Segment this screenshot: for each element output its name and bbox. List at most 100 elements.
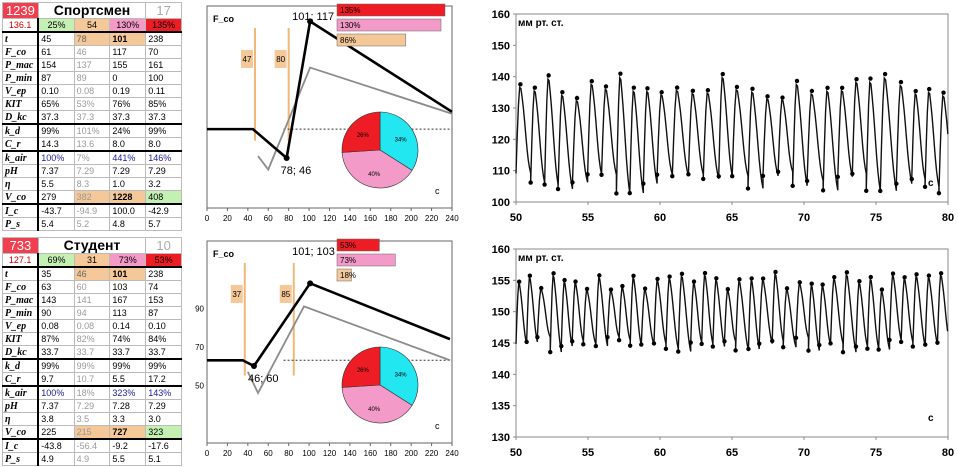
- diastolic-point: [853, 344, 859, 349]
- value-cell: 7.28: [109, 399, 147, 413]
- systolic-point: [603, 84, 609, 89]
- value-cell: 46: [73, 266, 111, 281]
- percent-bar-label: 53%: [340, 241, 356, 250]
- systolic-point: [725, 287, 731, 292]
- value-cell: 5.5: [37, 177, 75, 191]
- value-cell: 99%: [145, 123, 182, 138]
- x-tick-label: 100: [302, 214, 316, 223]
- y-tick-label: 160: [492, 244, 510, 256]
- systolic-point: [618, 71, 623, 76]
- diastolic-point: [775, 169, 781, 174]
- diastolic-point: [835, 174, 841, 180]
- systolic-point: [518, 82, 523, 87]
- percent-bar-label: 18%: [340, 271, 356, 280]
- diastolic-point: [745, 186, 751, 191]
- x-tick-label: 0: [205, 214, 210, 223]
- x-tick-label: 50: [510, 212, 522, 224]
- x-tick-label: 50: [510, 447, 522, 459]
- value-cell: 143: [37, 293, 75, 307]
- systolic-point: [562, 277, 567, 283]
- value-cell: 33.7: [109, 345, 147, 360]
- systolic-point: [890, 271, 896, 276]
- value-cell: 5.1: [145, 452, 182, 466]
- systolic-point: [714, 276, 719, 281]
- systolic-point: [773, 269, 778, 275]
- value-cell: 101%: [73, 123, 111, 138]
- x-tick-label: 70: [798, 212, 810, 224]
- value-cell: 238: [145, 266, 182, 281]
- systolic-point: [655, 276, 660, 282]
- value-cell: 727: [109, 425, 147, 440]
- low-label: 78; 46: [281, 165, 312, 177]
- x-axis-label: с: [928, 413, 934, 424]
- diastolic-point: [864, 188, 869, 194]
- diastolic-point: [760, 173, 766, 179]
- value-cell: 10.7: [73, 372, 111, 387]
- percent-bar-label: 130%: [340, 21, 360, 30]
- x-tick-label: 180: [384, 449, 398, 458]
- band-label: 80: [276, 55, 285, 64]
- diastolic-point: [676, 349, 681, 354]
- diastolic-point: [733, 348, 738, 353]
- value-cell: 5.5: [109, 372, 147, 387]
- summary-cell: 127.1: [2, 253, 40, 268]
- value-cell: 323: [145, 425, 182, 440]
- value-cell: 74: [145, 280, 182, 294]
- plot-area: [515, 248, 949, 438]
- diastolic-point: [746, 346, 751, 352]
- y-tick-label: 90: [195, 304, 204, 313]
- y-axis-label: F_co: [213, 14, 235, 24]
- value-cell: 100%: [37, 150, 75, 165]
- y-tick-label: 160: [492, 9, 510, 21]
- value-cell: -94.9: [73, 203, 111, 218]
- diastolic-point: [559, 343, 564, 349]
- systolic-point: [760, 276, 766, 281]
- diastolic-point: [654, 172, 660, 177]
- systolic-point: [551, 271, 556, 276]
- systolic-point: [674, 85, 680, 90]
- systolic-point: [913, 88, 918, 94]
- value-cell: 65%: [37, 97, 75, 111]
- value-cell: -56.4: [73, 438, 111, 453]
- x-tick-label: 240: [445, 214, 459, 223]
- row-label: KIT: [2, 332, 40, 346]
- systolic-point: [749, 276, 754, 281]
- diastolic-point: [909, 176, 914, 182]
- row-label: P_s: [2, 452, 40, 466]
- y-tick-label: 70: [195, 343, 204, 352]
- value-cell: 37.3: [109, 110, 147, 125]
- value-cell: 3.3: [109, 412, 147, 426]
- row-label: D_kc: [2, 110, 40, 125]
- percent-bar-label: 73%: [340, 256, 356, 265]
- fco-chart: F_co 0 20 40 60 80 100 120 140 160 180 200 220 240 47 8…: [205, 3, 459, 223]
- diastolic-point: [581, 342, 586, 347]
- systolic-point: [690, 88, 696, 94]
- x-tick-label: 60: [264, 449, 273, 458]
- diastolic-point: [688, 340, 693, 345]
- header-role: Спортсмен: [37, 2, 147, 19]
- systolic-point: [546, 73, 551, 78]
- value-cell: 7.29: [109, 164, 147, 178]
- diastolic-point: [850, 171, 855, 176]
- row-label: V_ep: [2, 84, 40, 98]
- value-cell: 0.19: [109, 84, 147, 98]
- systolic-point: [794, 78, 800, 84]
- pie-slice-label: 40%: [368, 172, 381, 178]
- value-cell: 13.6: [73, 137, 111, 152]
- value-cell: 14.3: [37, 137, 75, 152]
- value-cell: 3.5: [73, 412, 111, 426]
- x-tick-label: 120: [323, 214, 337, 223]
- systolic-point: [902, 275, 907, 280]
- systolic-point: [780, 95, 785, 100]
- row-label: pH: [2, 164, 40, 178]
- pie-slice-label: 26%: [357, 133, 370, 139]
- diastolic-point: [820, 188, 826, 193]
- systolic-point: [705, 88, 711, 93]
- systolic-point: [589, 79, 594, 84]
- row-label: I_c: [2, 438, 40, 453]
- value-cell: 0.14: [109, 319, 147, 333]
- value-cell: 103: [109, 280, 147, 294]
- diastolic-point: [716, 174, 721, 179]
- value-cell: 161: [145, 58, 182, 72]
- diastolic-point: [616, 337, 622, 343]
